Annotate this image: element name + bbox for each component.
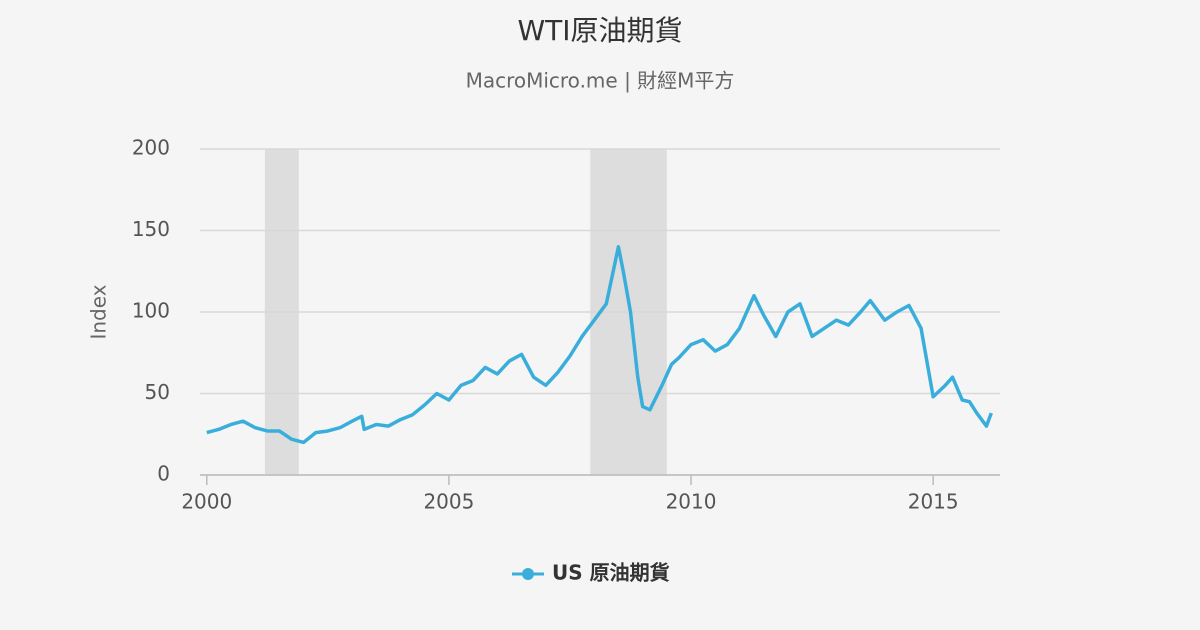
y-tick-label: 100 — [132, 299, 170, 323]
x-tick-label: 2005 — [423, 490, 474, 514]
data-line — [206, 245, 993, 445]
legend-marker — [522, 568, 534, 580]
x-tick-label: 2010 — [666, 490, 717, 514]
y-tick-label: 150 — [132, 217, 170, 241]
legend-label: US 原油期貨 — [552, 561, 670, 585]
x-tick-label: 2015 — [908, 490, 959, 514]
x-tick-label: 2000 — [181, 490, 232, 514]
y-tick-label: 0 — [157, 462, 170, 486]
y-axis-label: Index — [87, 284, 111, 339]
chart-title: WTI原油期貨 — [517, 14, 682, 47]
chart-subtitle: MacroMicro.me | 財經M平方 — [466, 69, 735, 93]
y-tick-label: 50 — [145, 380, 170, 404]
y-tick-label: 200 — [132, 136, 170, 160]
